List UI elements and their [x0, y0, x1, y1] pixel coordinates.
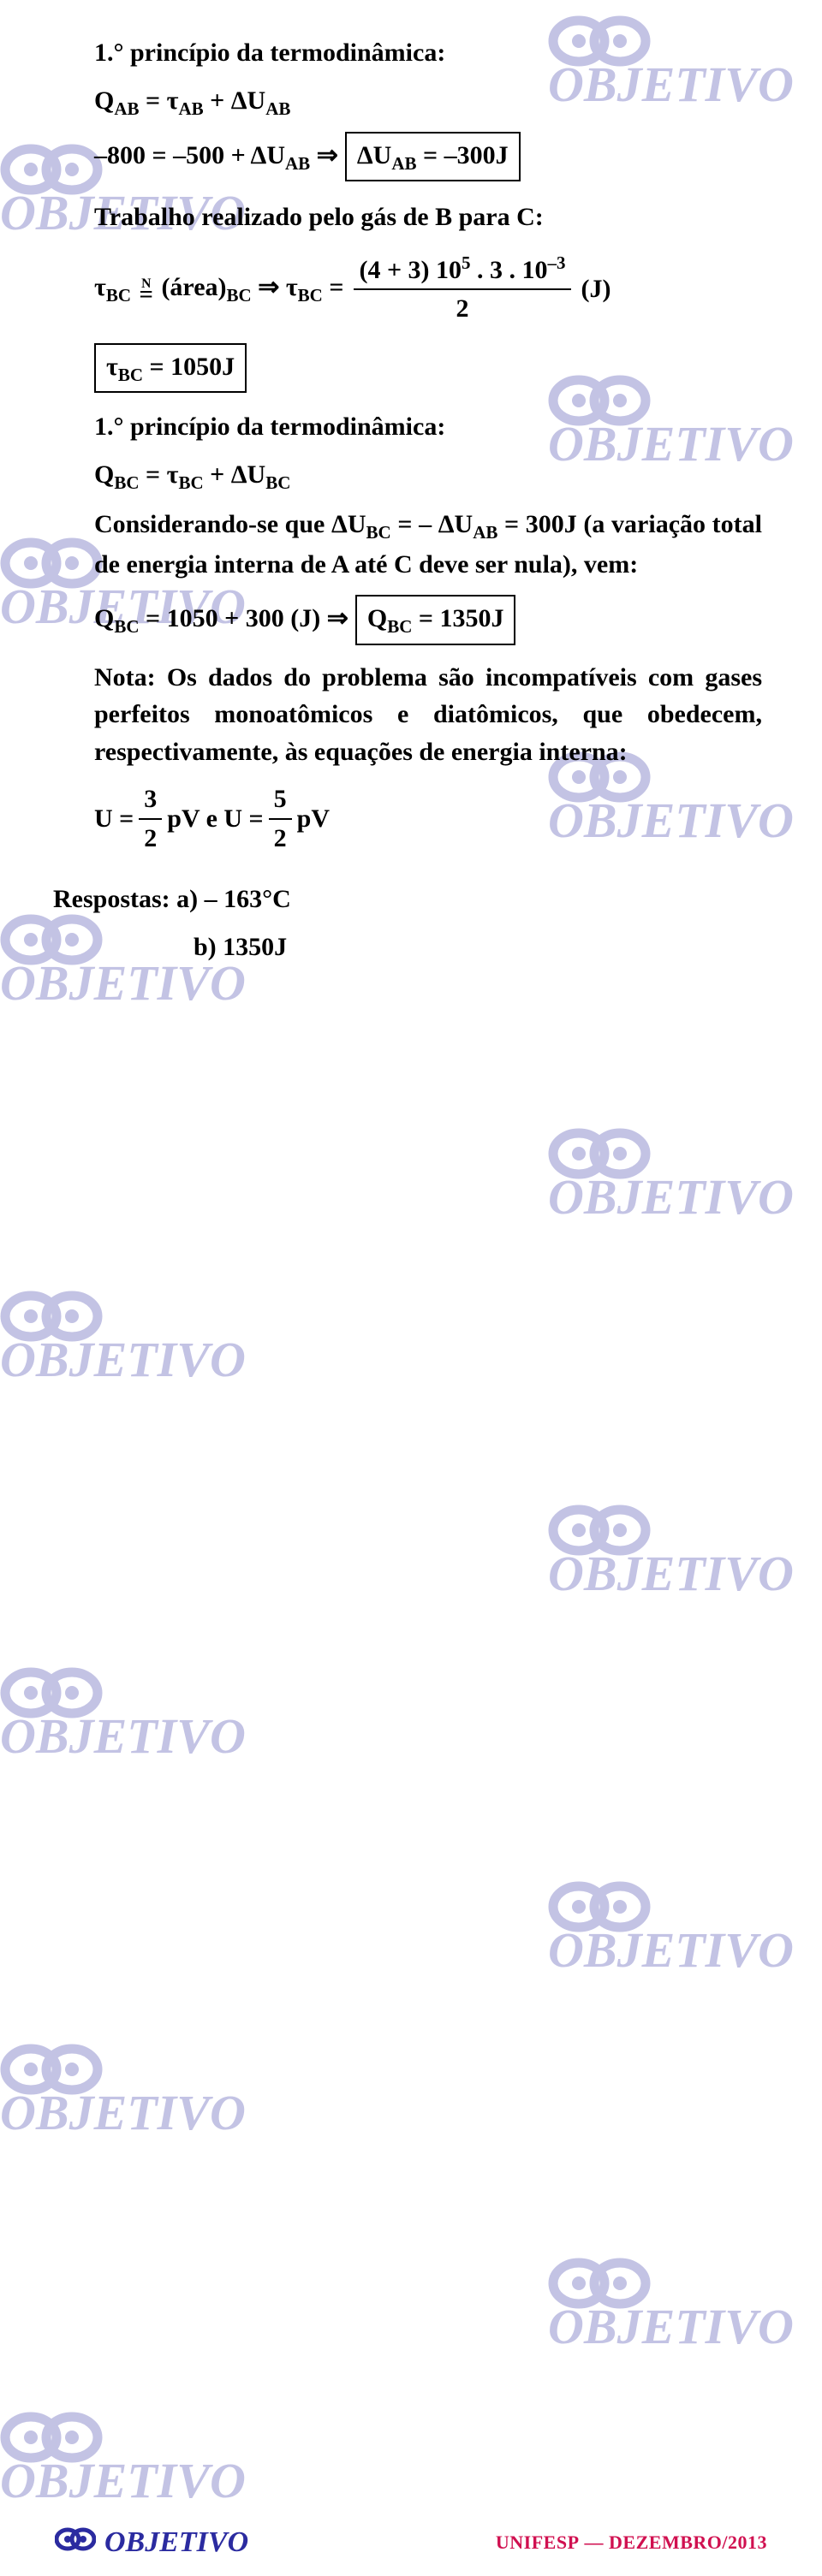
watermark: OBJETIVO	[531, 1874, 822, 1977]
watermark: OBJETIVO	[531, 1121, 822, 1224]
watermark: OBJETIVO	[531, 1498, 822, 1600]
nota: Nota: Os dados do problema são incompatí…	[94, 659, 762, 771]
svg-text:OBJETIVO: OBJETIVO	[548, 1546, 794, 1600]
svg-text:OBJETIVO: OBJETIVO	[0, 1332, 246, 1386]
eq-U: U = 32 pV e U = 52 pV	[94, 781, 762, 857]
box-tauBC: τBC = 1050J	[94, 343, 762, 393]
watermark: OBJETIVO	[531, 2251, 822, 2353]
line7: 1.° princípio da termodinâmica:	[94, 408, 762, 446]
svg-text:OBJETIVO: OBJETIVO	[0, 1708, 246, 1763]
watermark: OBJETIVO	[0, 2405, 291, 2508]
eq-tauBC: τBC N= (área)BC ⇒ τBC = (4 + 3) 105 . 3 …	[94, 250, 762, 328]
watermark: OBJETIVO	[0, 1284, 291, 1386]
eq-800: –800 = –500 + ΔUAB ⇒ ΔUAB = –300J	[94, 132, 762, 181]
respostas-a: Respostas: a) – 163°C	[53, 881, 762, 918]
footer: OBJETIVO UNIFESP—DEZEMBRO/2013	[0, 2526, 822, 2559]
box-QBC: QBC = 1350J	[355, 595, 516, 644]
respostas-b: b) 1350J	[194, 929, 762, 966]
line1: 1.° princípio da termodinâmica:	[94, 34, 762, 72]
svg-text:OBJETIVO: OBJETIVO	[0, 2453, 246, 2508]
svg-text:OBJETIVO: OBJETIVO	[548, 2299, 794, 2353]
svg-text:OBJETIVO: OBJETIVO	[548, 1922, 794, 1977]
footer-brand-left: OBJETIVO	[55, 2526, 248, 2559]
eq-QBC-result: QBC = 1050 + 300 (J) ⇒ QBC = 1350J	[94, 595, 762, 644]
solution-content: 1.° princípio da termodinâmica: QAB = τA…	[0, 0, 822, 1010]
eq-QAB: QAB = τAB + ΔUAB	[94, 82, 762, 122]
svg-text:OBJETIVO: OBJETIVO	[548, 1169, 794, 1224]
box-UAB: ΔUAB = –300J	[345, 132, 521, 181]
eye-icon	[55, 2526, 96, 2559]
para-considerando: Considerando-se que ΔUBC = – ΔUAB = 300J…	[94, 506, 762, 583]
watermark: OBJETIVO	[0, 1660, 291, 1763]
watermark: OBJETIVO	[0, 2037, 291, 2140]
eq-QBC: QBC = τBC + ΔUBC	[94, 456, 762, 496]
line4: Trabalho realizado pelo gás de B para C:	[94, 199, 762, 236]
footer-brand-right: UNIFESP—DEZEMBRO/2013	[496, 2531, 767, 2554]
svg-text:OBJETIVO: OBJETIVO	[0, 2085, 246, 2140]
